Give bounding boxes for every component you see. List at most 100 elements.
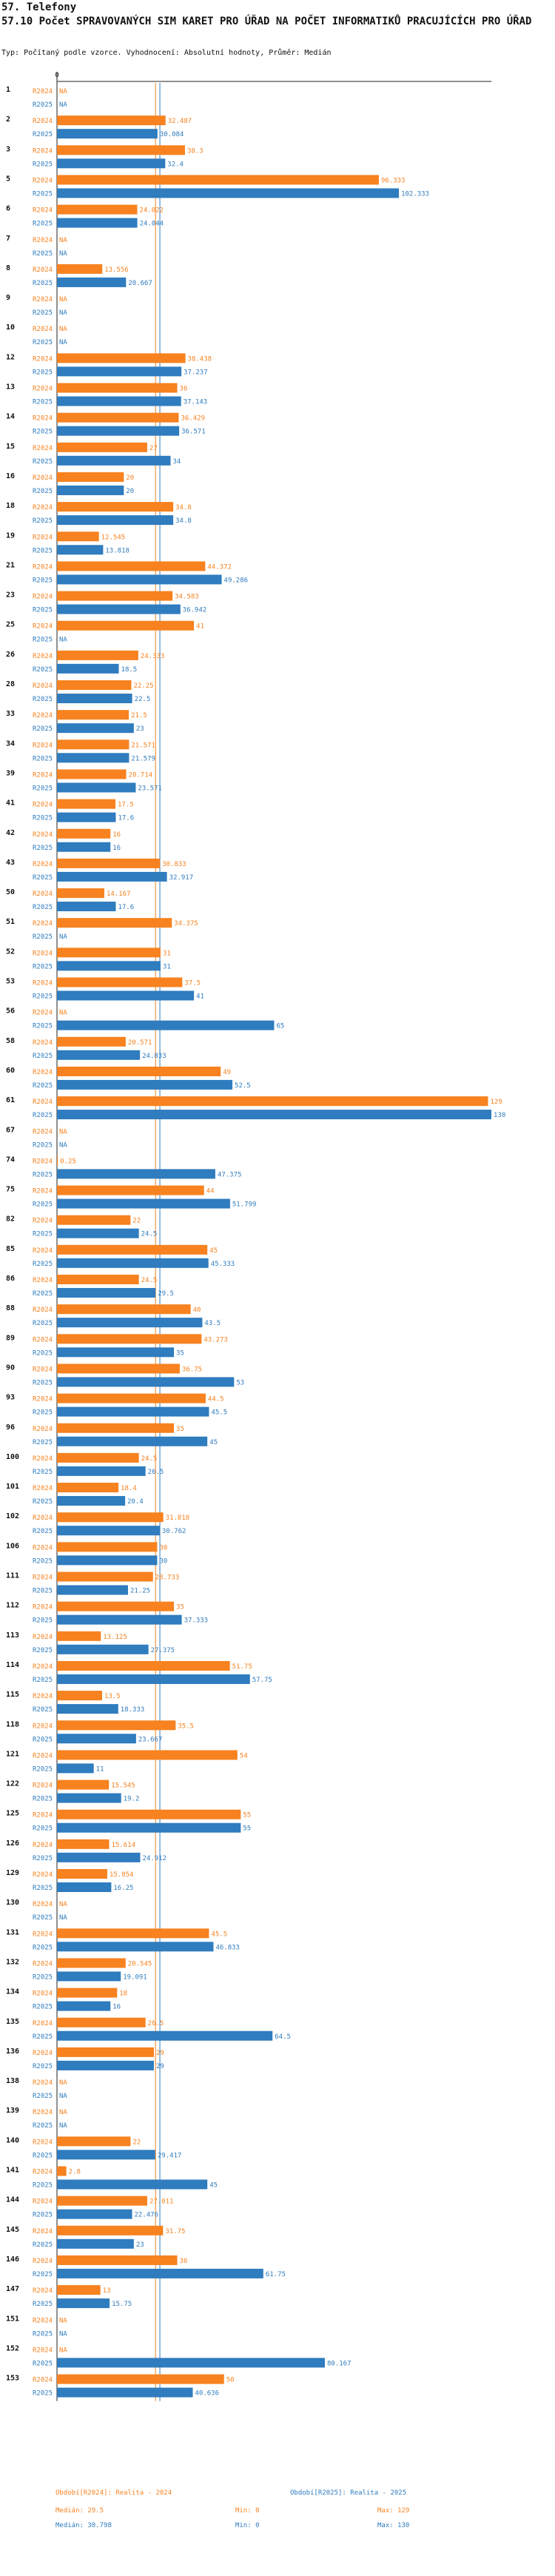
series-label-r2025: R2025 [33, 399, 53, 406]
value-label-r2025: 16 [112, 2004, 121, 2011]
bar-r2025 [57, 902, 116, 912]
bar-r2025 [57, 1050, 141, 1060]
value-label-r2025: 52.5 [235, 1082, 251, 1090]
bar-r2025 [57, 1614, 182, 1625]
bar-r2025 [57, 1466, 146, 1476]
value-label-r2024: 28.733 [155, 1574, 180, 1582]
category-label: 85 [6, 1245, 15, 1253]
series-label-r2025: R2025 [33, 1973, 53, 1981]
category-label: 96 [6, 1423, 15, 1432]
na-label: NA [59, 1901, 67, 1908]
bar-r2024 [57, 115, 166, 126]
series-label-r2024: R2024 [33, 1515, 53, 1522]
series-label-r2025: R2025 [33, 1528, 53, 1535]
bar-r2025 [57, 961, 161, 971]
series-label-r2024: R2024 [33, 1277, 53, 1284]
series-label-r2024: R2024 [33, 415, 53, 423]
category-label: 146 [6, 2255, 19, 2264]
bar-r2024 [57, 591, 173, 601]
bar-r2025 [57, 426, 180, 436]
series-label-r2024: R2024 [33, 1931, 53, 1938]
category-label: 136 [6, 2047, 19, 2056]
series-label-r2024: R2024 [33, 742, 53, 749]
legend-r2024-label: Období[R2024]: Realita - 2024 [56, 2489, 172, 2497]
series-label-r2024: R2024 [33, 1723, 53, 1730]
bar-r2025 [57, 1169, 215, 1179]
value-label-r2025: 32.4 [167, 161, 184, 168]
value-label-r2024: 51.75 [232, 1663, 252, 1671]
series-label-r2025: R2025 [33, 1290, 53, 1298]
series-label-r2024: R2024 [33, 2258, 53, 2265]
na-label: NA [59, 309, 67, 317]
category-label: 129 [6, 1869, 19, 1877]
series-label-r2024: R2024 [33, 2079, 53, 2087]
value-label-r2025: 49.286 [224, 577, 249, 584]
value-label-r2025: 45 [209, 2182, 218, 2190]
bar-r2025 [57, 2268, 263, 2278]
category-label: 122 [6, 1780, 19, 1788]
series-label-r2025: R2025 [33, 1765, 53, 1773]
series-label-r2025: R2025 [33, 904, 53, 911]
series-label-r2025: R2025 [33, 1855, 53, 1862]
bar-r2025 [57, 2179, 208, 2190]
series-label-r2025: R2025 [33, 517, 53, 525]
category-label: 82 [6, 1215, 15, 1224]
series-label-r2024: R2024 [33, 266, 53, 274]
value-label-r2025: 23.667 [138, 1736, 163, 1743]
series-label-r2025: R2025 [33, 666, 53, 674]
series-label-r2024: R2024 [33, 207, 53, 215]
category-label: 153 [6, 2375, 19, 2383]
series-label-r2025: R2025 [33, 1796, 53, 1803]
series-label-r2024: R2024 [33, 534, 53, 541]
bar-r2025 [57, 694, 132, 703]
value-label-r2024: 50 [226, 2377, 235, 2384]
category-label: 118 [6, 1720, 19, 1728]
value-label-r2025: 21.579 [131, 755, 155, 762]
series-label-r2024: R2024 [33, 861, 53, 868]
value-label-r2025: 23 [136, 725, 144, 733]
series-label-r2024: R2024 [33, 563, 53, 571]
series-label-r2024: R2024 [33, 2109, 53, 2116]
value-label-r2024: 35.5 [178, 1723, 194, 1730]
series-label-r2024: R2024 [33, 1663, 53, 1671]
bar-r2025 [57, 129, 158, 139]
bar-r2025 [57, 1436, 208, 1446]
value-label-r2025: 16 [112, 845, 121, 852]
category-label: 21 [6, 561, 15, 569]
value-label-r2025: 30.762 [162, 1528, 186, 1535]
section-heading: 57. Telefony [1, 1, 77, 13]
value-label-r2024: 34.8 [175, 504, 192, 511]
bar-r2025 [57, 396, 181, 406]
bar-r2024 [57, 502, 174, 512]
series-label-r2025: R2025 [33, 1349, 53, 1357]
series-label-r2024: R2024 [33, 1247, 53, 1255]
series-label-r2024: R2024 [33, 1039, 53, 1047]
series-label-r2024: R2024 [33, 623, 53, 631]
series-label-r2025: R2025 [33, 1944, 53, 1951]
bar-r2025 [57, 2001, 111, 2011]
value-label-r2025: 35 [176, 1349, 184, 1357]
value-label-r2025: 20.4 [127, 1498, 144, 1506]
value-label-r2024: 43.273 [204, 1336, 228, 1344]
bar-r2024 [57, 204, 138, 215]
series-label-r2025: R2025 [33, 637, 53, 644]
bar-r2024 [57, 412, 179, 423]
bar-r2025 [57, 1822, 241, 1833]
category-label: 88 [6, 1304, 15, 1312]
series-label-r2025: R2025 [33, 933, 53, 941]
series-label-r2025: R2025 [33, 1261, 53, 1268]
bar-r2024 [57, 1601, 175, 1611]
series-label-r2024: R2024 [33, 1604, 53, 1611]
series-label-r2025: R2025 [33, 488, 53, 495]
bar-r2025 [57, 1110, 491, 1120]
bar-r2024 [57, 1809, 241, 1819]
series-label-r2025: R2025 [33, 2093, 53, 2100]
category-label: 12 [6, 353, 15, 361]
bar-r2025 [57, 1406, 209, 1417]
bar-r2025 [57, 1793, 121, 1803]
series-label-r2025: R2025 [33, 1379, 53, 1386]
value-label-r2025: 21.25 [130, 1588, 150, 1595]
value-label-r2025: 37.237 [184, 369, 208, 376]
category-label: 52 [6, 947, 15, 956]
series-label-r2025: R2025 [33, 1112, 53, 1119]
